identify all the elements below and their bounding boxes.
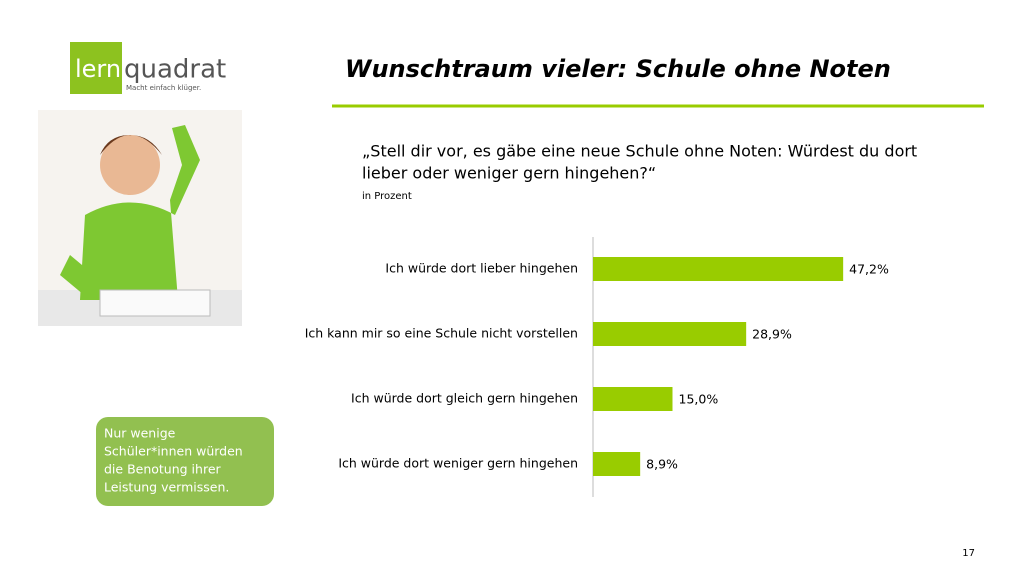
category-label: Ich würde dort lieber hingehen [385, 261, 578, 276]
category-label: Ich kann mir so eine Schule nicht vorste… [305, 326, 578, 341]
slide-title: Wunschtraum vieler: Schule ohne Noten [345, 55, 891, 83]
logo-box [70, 42, 122, 94]
bar [593, 322, 747, 346]
note-text: Nur wenige [104, 426, 176, 441]
bar [593, 452, 641, 476]
category-label: Ich würde dort weniger gern hingehen [338, 456, 578, 471]
note-text: Schüler*innen würden [104, 444, 243, 459]
value-label: 8,9% [646, 457, 678, 472]
logo-tagline: Macht einfach klüger. [126, 84, 201, 92]
category-label: Ich würde dort gleich gern hingehen [351, 391, 578, 406]
logo-text: quadrat [124, 55, 226, 85]
chart-title: lieber oder weniger gern hingehen?“ [362, 164, 656, 183]
note-box [96, 417, 274, 506]
page-number: 17 [962, 548, 975, 559]
bar [593, 387, 673, 411]
value-label: 28,9% [752, 327, 792, 342]
note-text: Leistung vermissen. [104, 480, 229, 495]
logo-text: lern [75, 55, 121, 83]
photo [38, 110, 242, 326]
value-label: 47,2% [849, 262, 889, 277]
value-label: 15,0% [679, 392, 719, 407]
chart-title: „Stell dir vor, es gäbe eine neue Schule… [362, 142, 917, 161]
note-text: die Benotung ihrer [104, 462, 222, 477]
chart-subtitle: in Prozent [362, 191, 412, 202]
bar [593, 257, 844, 281]
